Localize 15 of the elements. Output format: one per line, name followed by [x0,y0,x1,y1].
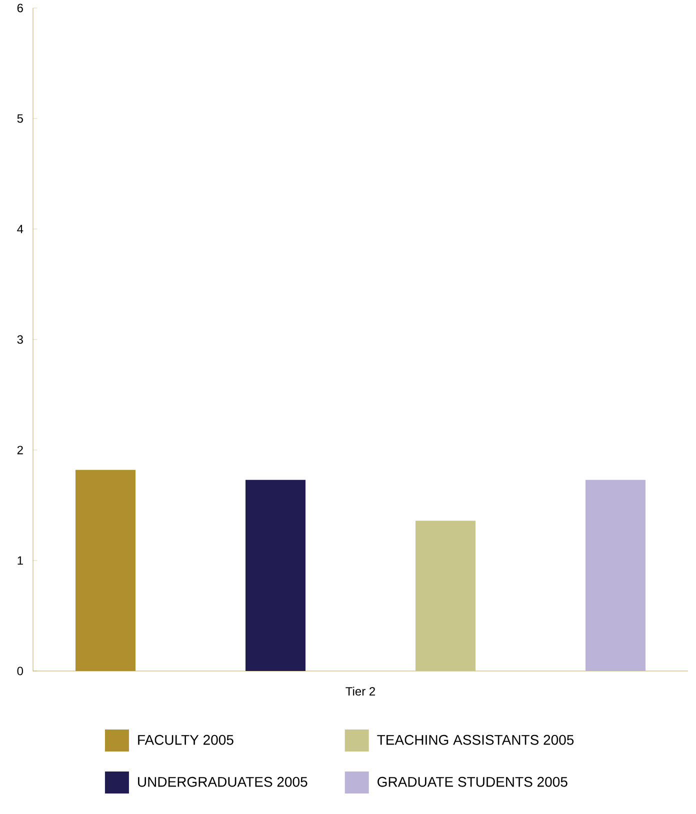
legend-label: FACULTY 2005 [138,734,234,745]
y-tick-label: 3 [17,335,23,344]
y-tick-label: 1 [18,556,23,565]
legend-label: UNDERGRADUATES 2005 [138,776,308,787]
legend-label: GRADUATE STUDENTS 2005 [378,776,568,787]
y-tick-label: 2 [17,446,23,454]
bar [416,520,476,671]
x-tick-label: Tier 2 [346,686,376,696]
y-tick-label: 0 [17,666,24,676]
y-tick-label: 4 [17,224,24,234]
bar [246,480,306,671]
y-tick-label: 6 [17,4,23,12]
bar [586,480,646,671]
legend-label: TEACHING ASSISTANTS 2005 [377,734,574,745]
y-tick-label: 5 [17,114,23,123]
